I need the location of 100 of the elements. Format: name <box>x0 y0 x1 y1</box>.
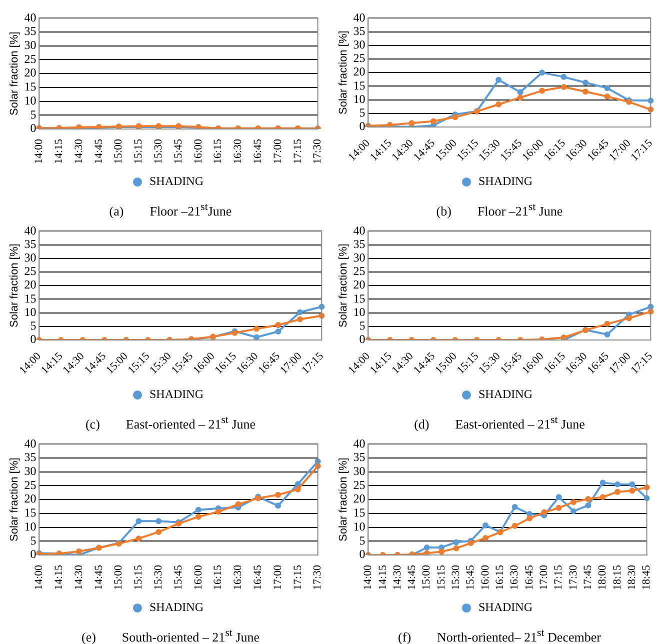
y-tick-label: 35 <box>24 24 36 38</box>
y-tick-label: 20 <box>24 66 36 80</box>
y-tick-label: 35 <box>24 450 36 464</box>
x-tick-label: 14:15 <box>52 564 65 590</box>
y-tick-label: 25 <box>24 264 36 278</box>
y-tick-label: 10 <box>353 304 366 319</box>
y-tick-label: 40 <box>353 436 366 450</box>
y-tick-label: 10 <box>24 304 36 319</box>
x-tick-label: 17:30 <box>312 564 324 590</box>
y-tick-label: 20 <box>353 64 366 79</box>
y-tick-label: 35 <box>353 450 366 464</box>
x-tick-label: 18:30 <box>626 564 638 590</box>
y-tick-label: 15 <box>353 506 366 520</box>
y-tick-label: 40 <box>24 10 36 24</box>
y-tick-label: 25 <box>24 478 36 492</box>
x-tick-label: 15:15 <box>435 564 448 590</box>
x-tick-label: 16:30 <box>232 564 244 590</box>
text: (f) North-oriented– 21$^{st}$ December <box>397 626 602 644</box>
y-tick-label: 30 <box>24 38 36 52</box>
y-tick-label: 35 <box>353 236 366 251</box>
y-tick-label: 20 <box>24 492 36 506</box>
x-tick-label: 16:00 <box>192 138 204 164</box>
y-tick-label: 0 <box>359 119 366 134</box>
y-axis-title: Solar fraction [%] <box>8 458 21 542</box>
y-tick-label: 30 <box>24 464 36 478</box>
y-tick-label: 5 <box>359 318 366 333</box>
x-tick-label: 15:45 <box>464 564 477 590</box>
y-tick-label: 5 <box>30 533 36 548</box>
y-tick-label: 20 <box>24 278 36 292</box>
y-tick-label: 25 <box>24 52 36 66</box>
y-tick-label: 20 <box>353 278 366 292</box>
y-axis-title: Solar fraction [%] <box>8 244 21 328</box>
y-tick-label: 40 <box>24 436 36 450</box>
x-tick-label: 15:00 <box>420 564 433 590</box>
y-axis-title: Solar fraction [%] <box>338 244 350 328</box>
text: (d) East-oriented – 21$^{st}$ June <box>413 413 586 434</box>
x-tick-label: 17:30 <box>567 564 580 590</box>
x-tick-label: 14:00 <box>33 138 46 164</box>
y-tick-label: 20 <box>353 492 366 506</box>
x-tick-label: 14:00 <box>33 564 46 590</box>
legend-label: SHADING <box>478 600 533 614</box>
x-tick-label: 17:00 <box>272 138 284 164</box>
x-tick-label: 15:15 <box>132 138 145 164</box>
x-tick-label: 14:45 <box>92 138 105 164</box>
legend-label: SHADING <box>478 174 533 188</box>
y-axis-title: Solar fraction [%] <box>338 30 350 114</box>
x-tick-label: 14:45 <box>406 564 418 590</box>
y-axis-title: Solar fraction [%] <box>338 458 350 542</box>
x-tick-label: 15:30 <box>450 564 462 590</box>
x-tick-label: 16:15 <box>212 138 224 164</box>
y-tick-label: 5 <box>30 107 36 122</box>
legend-label: SHADING <box>478 387 533 402</box>
y-tick-label: 0 <box>30 332 36 346</box>
x-tick-label: 18:45 <box>640 564 653 590</box>
legend-label: SHADING <box>150 174 204 188</box>
y-axis-title: Solar fraction [%] <box>8 32 21 116</box>
x-tick-label: 15:45 <box>172 564 184 590</box>
y-tick-label: 5 <box>359 533 366 548</box>
y-tick-label: 25 <box>353 51 366 66</box>
y-tick-label: 30 <box>353 250 366 265</box>
x-tick-label: 17:00 <box>538 564 550 590</box>
x-tick-label: 15:30 <box>152 138 164 164</box>
y-tick-label: 15 <box>24 506 36 520</box>
text: (b) Floor –21$^{st}$ June <box>435 200 564 220</box>
x-tick-label: 16:30 <box>232 138 244 164</box>
y-tick-label: 10 <box>24 93 36 108</box>
y-tick-label: 10 <box>353 519 366 534</box>
y-tick-label: 15 <box>24 80 36 94</box>
y-tick-label: 5 <box>359 106 366 120</box>
x-tick-label: 18:00 <box>596 564 609 590</box>
y-tick-label: 0 <box>30 547 36 562</box>
x-tick-label: 16:45 <box>252 138 264 164</box>
x-tick-label: 14:00 <box>362 564 374 590</box>
x-tick-label: 15:00 <box>112 138 125 164</box>
y-tick-label: 30 <box>353 464 366 478</box>
x-tick-label: 17:15 <box>292 138 304 164</box>
y-tick-label: 40 <box>24 223 36 238</box>
x-tick-label: 16:45 <box>252 564 264 590</box>
legend-label: SHADING <box>150 600 204 614</box>
x-tick-label: 16:45 <box>523 564 536 590</box>
text: (c) East-oriented – 21$^{st}$ June <box>84 413 257 434</box>
x-tick-label: 14:15 <box>52 138 65 164</box>
x-tick-label: 14:30 <box>72 138 85 164</box>
x-tick-label: 14:45 <box>92 564 105 590</box>
x-tick-label: 15:00 <box>112 564 125 590</box>
y-tick-label: 0 <box>359 332 366 346</box>
y-tick-label: 40 <box>353 223 366 238</box>
y-tick-label: 0 <box>30 121 36 136</box>
x-tick-label: 14:30 <box>72 564 85 590</box>
y-tick-label: 0 <box>359 547 366 562</box>
x-tick-label: 17:30 <box>312 138 324 164</box>
x-tick-label: 18:15 <box>611 564 624 590</box>
x-tick-label: 14:15 <box>376 564 389 590</box>
y-tick-label: 15 <box>24 291 36 306</box>
y-tick-label: 15 <box>353 291 366 306</box>
y-tick-label: 25 <box>353 478 366 492</box>
x-tick-label: 15:30 <box>152 564 164 590</box>
text: (e) South-oriented – 21$^{st}$ June <box>80 626 261 644</box>
y-tick-label: 15 <box>353 78 366 92</box>
legend-label: SHADING <box>150 387 204 402</box>
